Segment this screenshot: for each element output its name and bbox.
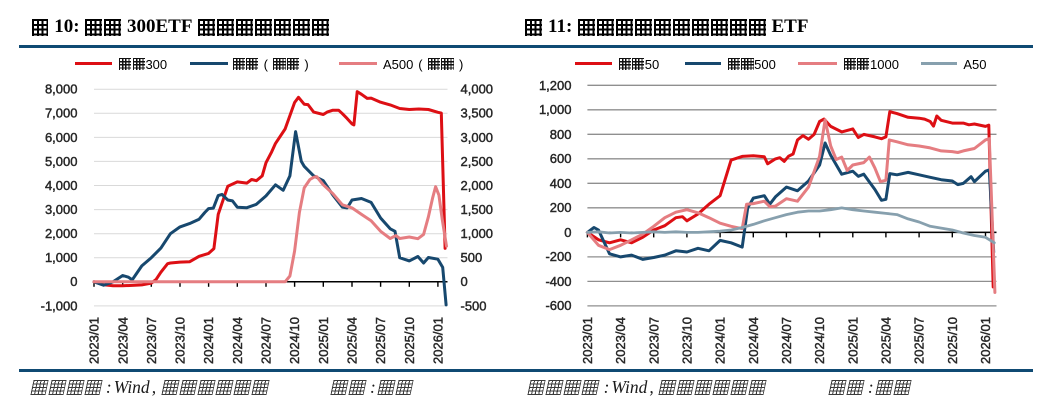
svg-text:-600: -600 [545,298,571,313]
svg-text:2024/04: 2024/04 [230,317,245,364]
svg-text:800: 800 [550,127,572,142]
svg-text:2025/10: 2025/10 [945,317,960,364]
svg-text:400: 400 [550,176,572,191]
svg-text:5,000: 5,000 [45,154,78,169]
svg-text:7,000: 7,000 [45,106,78,121]
svg-text:2025/10: 2025/10 [402,317,417,364]
svg-text:-200: -200 [545,249,571,264]
svg-text:2024/01: 2024/01 [201,317,216,364]
svg-text:2026/01: 2026/01 [978,317,993,364]
svg-text:4,000: 4,000 [45,178,78,193]
svg-text:2,500: 2,500 [461,154,494,169]
svg-text:2023/04: 2023/04 [115,317,130,364]
svg-text:2024/10: 2024/10 [812,317,827,364]
svg-text:2023/07: 2023/07 [646,317,661,364]
svg-text:2,000: 2,000 [461,178,494,193]
svg-text:2023/04: 2023/04 [613,317,628,364]
svg-text:2024/04: 2024/04 [746,317,761,364]
svg-text:2023/07: 2023/07 [144,317,159,364]
svg-text:2025/07: 2025/07 [373,317,388,364]
svg-text:1,000: 1,000 [539,102,572,117]
svg-text:2026/01: 2026/01 [431,317,446,364]
svg-text:200: 200 [550,200,572,215]
svg-text:1,500: 1,500 [461,202,494,217]
svg-text:1,200: 1,200 [539,78,572,93]
svg-text:3,500: 3,500 [461,106,494,121]
svg-text:3,000: 3,000 [45,202,78,217]
svg-text:4,000: 4,000 [461,82,494,97]
svg-text:2025/04: 2025/04 [879,317,894,364]
svg-text:-500: -500 [461,298,487,313]
svg-text:2025/01: 2025/01 [845,317,860,364]
svg-text:2023/01: 2023/01 [580,317,595,364]
svg-text:2024/07: 2024/07 [779,317,794,364]
svg-text:2024/07: 2024/07 [259,317,274,364]
svg-text:6,000: 6,000 [45,130,78,145]
svg-text:2024/10: 2024/10 [287,317,302,364]
svg-text:2023/01: 2023/01 [87,317,102,364]
svg-text:8,000: 8,000 [45,82,78,97]
svg-text:0: 0 [564,225,571,240]
svg-text:2025/01: 2025/01 [316,317,331,364]
svg-text:2024/01: 2024/01 [713,317,728,364]
svg-text:2,000: 2,000 [45,226,78,241]
svg-text:0: 0 [70,274,77,289]
svg-text:600: 600 [550,151,572,166]
svg-text:1,000: 1,000 [45,250,78,265]
svg-text:2023/10: 2023/10 [680,317,695,364]
svg-text:-1,000: -1,000 [41,298,78,313]
svg-text:1,000: 1,000 [461,226,494,241]
svg-text:3,000: 3,000 [461,130,494,145]
svg-text:500: 500 [461,250,483,265]
svg-text:-400: -400 [545,274,571,289]
svg-text:2023/10: 2023/10 [173,317,188,364]
svg-text:2025/04: 2025/04 [345,317,360,364]
svg-text:0: 0 [461,274,468,289]
svg-text:2025/07: 2025/07 [912,317,927,364]
